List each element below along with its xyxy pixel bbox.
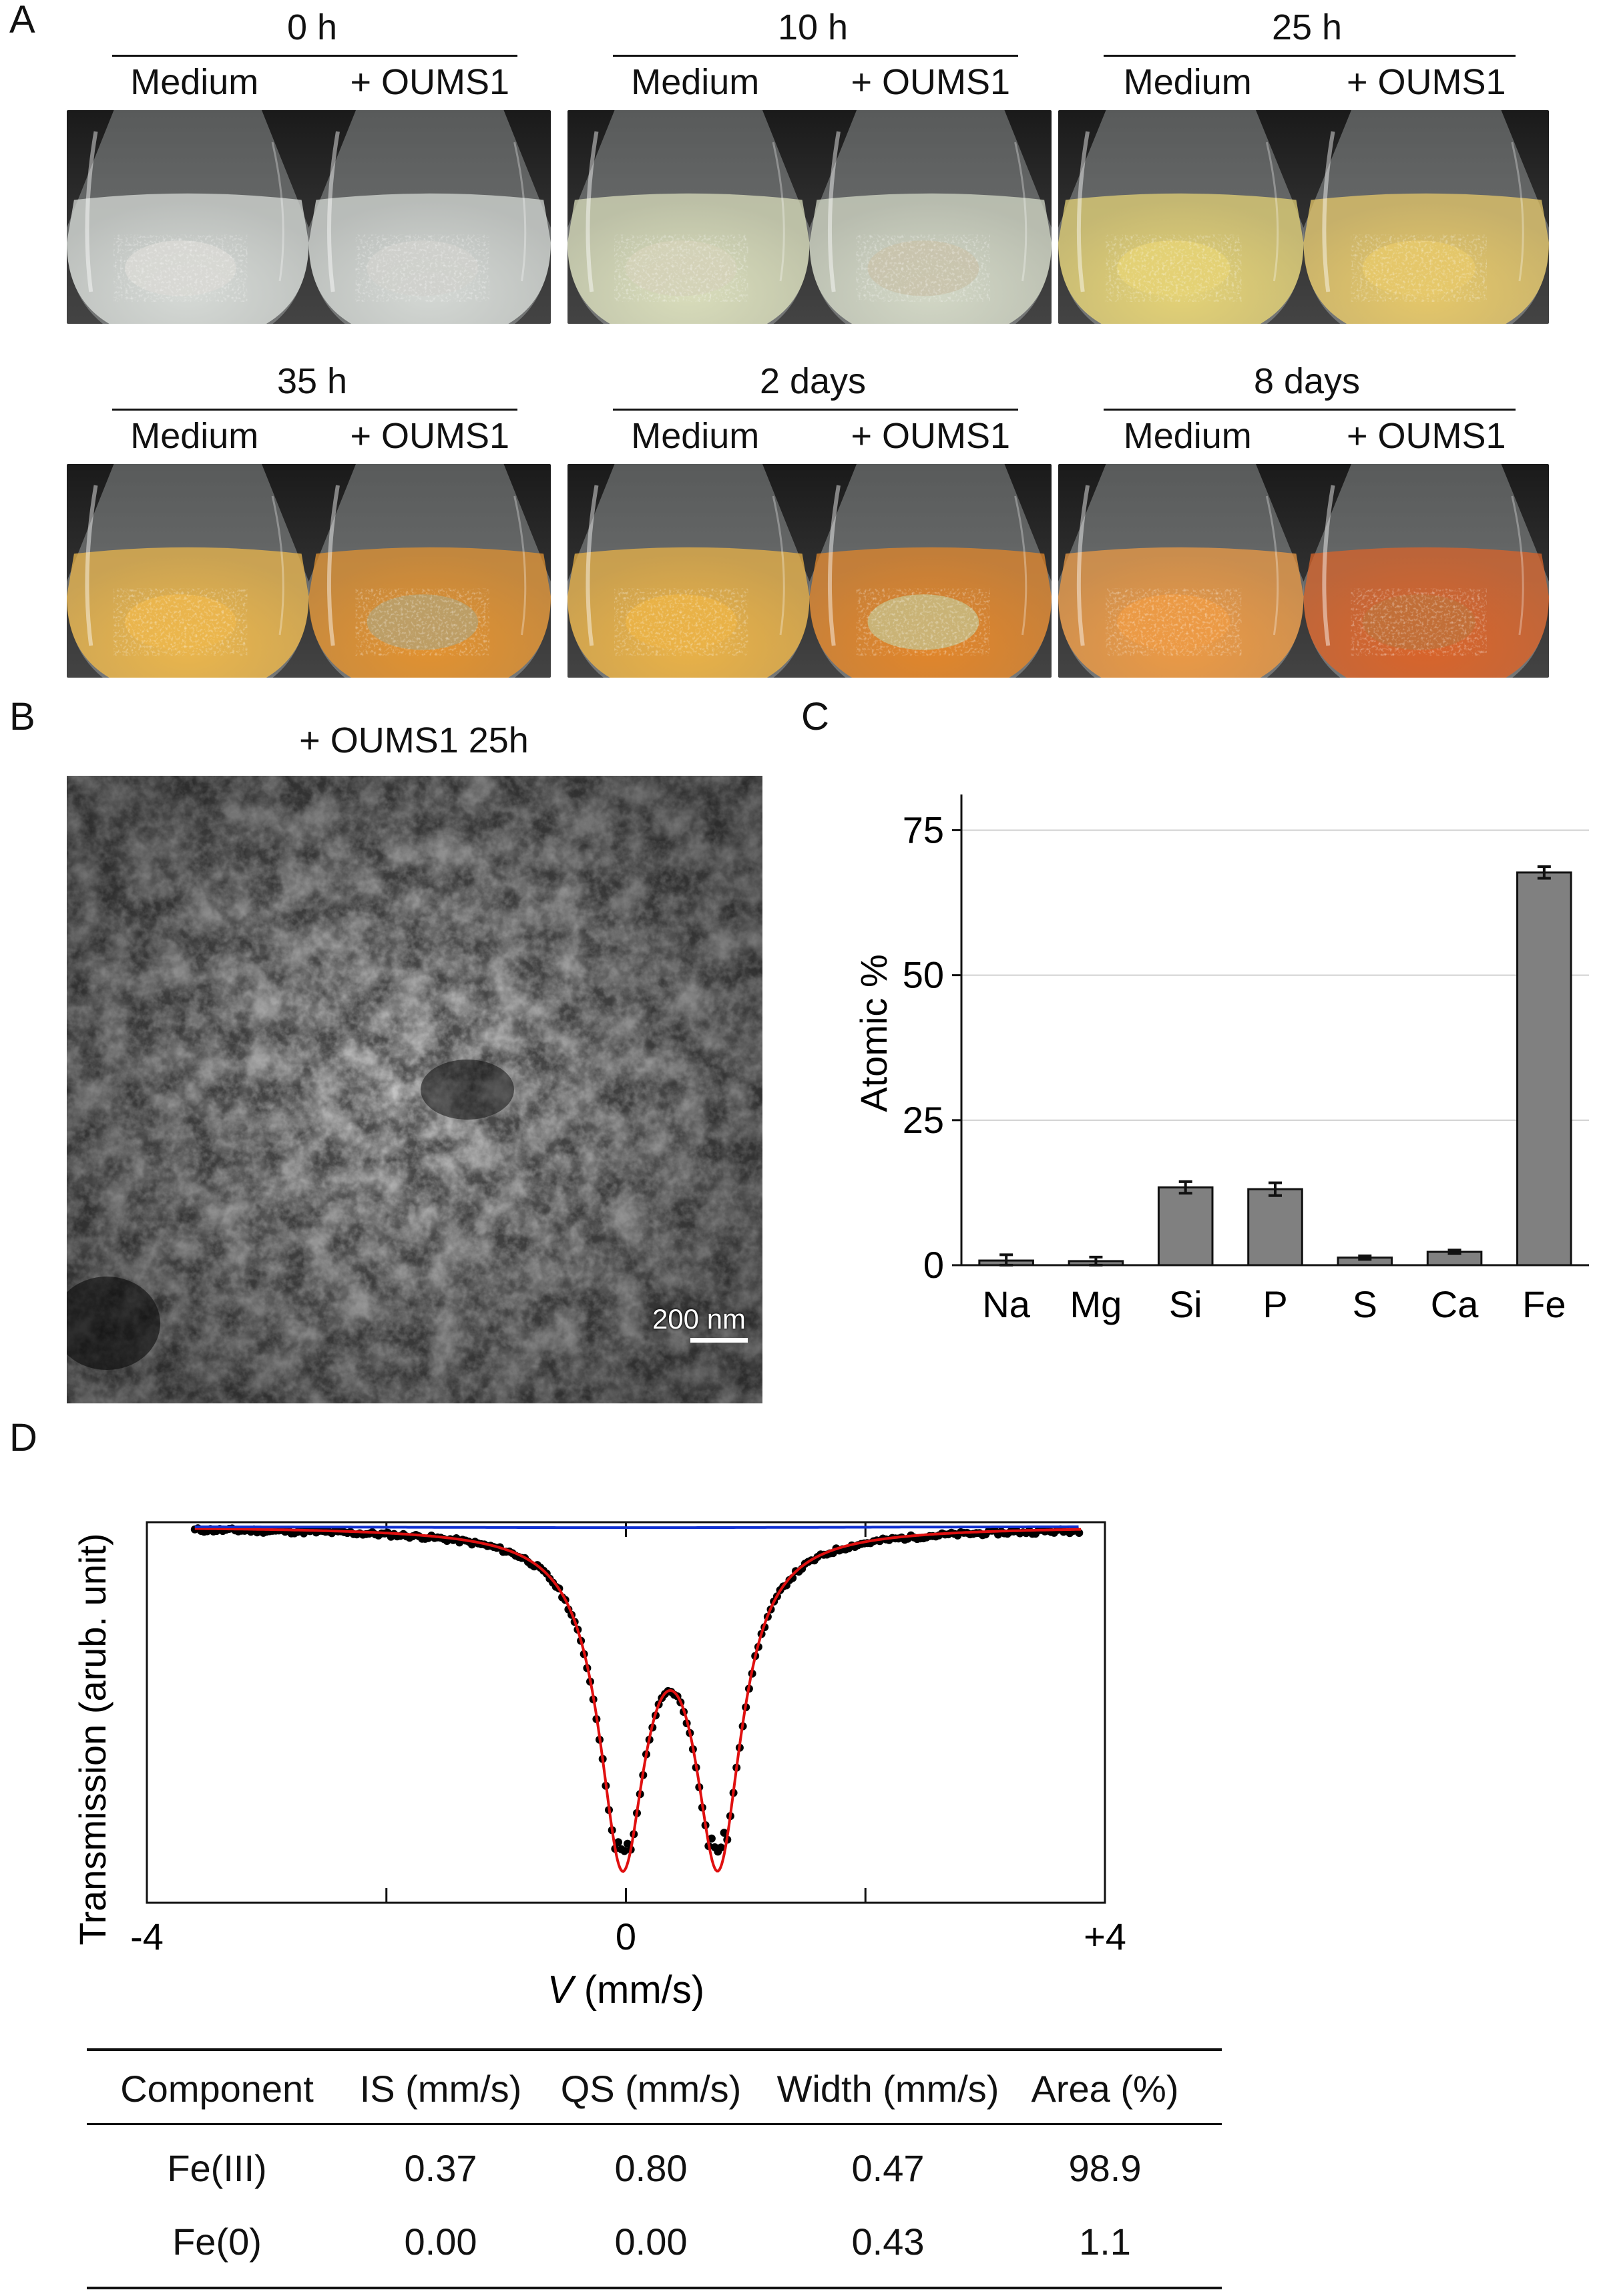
data-point xyxy=(716,1843,725,1852)
condition-oums1-label: + OUMS1 xyxy=(1346,62,1506,102)
scale-bar-label: 200 nm xyxy=(652,1303,746,1335)
y-tick-label: 0 xyxy=(923,1244,944,1286)
table-cell: 0.00 xyxy=(404,2221,477,2263)
condition-medium-label: Medium xyxy=(631,416,760,456)
x-tick-label: S xyxy=(1353,1283,1377,1325)
timepoint-underline xyxy=(613,409,1018,411)
table-header-cell: IS (mm/s) xyxy=(359,2068,522,2110)
condition-oums1-label: + OUMS1 xyxy=(350,62,510,102)
panel-letter-a: A xyxy=(9,0,35,41)
table-cell: 1.1 xyxy=(1079,2221,1131,2263)
timepoint-label: 10 h xyxy=(777,7,849,47)
y-axis-label: Atomic % xyxy=(853,954,895,1112)
sem-texture-image xyxy=(53,776,762,1403)
condition-medium-label: Medium xyxy=(1123,62,1252,102)
condition-medium-label: Medium xyxy=(130,62,259,102)
x-tick-label: Mg xyxy=(1070,1283,1122,1325)
scale-bar-line xyxy=(690,1338,748,1343)
timepoint-underline xyxy=(1104,55,1516,57)
panel-letter-b: B xyxy=(9,695,35,738)
table-cell: 0.43 xyxy=(851,2221,925,2263)
data-point xyxy=(1075,1529,1084,1537)
condition-oums1-label: + OUMS1 xyxy=(1346,416,1506,456)
x-tick-label: Na xyxy=(982,1283,1030,1325)
mossbauer-chart: -4 0 +4 V (mm/s) Transmission (arub. unit) xyxy=(71,1521,1126,2012)
flask-pair-image xyxy=(67,464,551,678)
y-tick-label: 50 xyxy=(903,954,944,996)
bar-fe xyxy=(1516,871,1572,1267)
sem-micrograph: 200 nm xyxy=(53,776,762,1403)
x-tick-label: 0 xyxy=(616,1915,636,1958)
condition-medium-label: Medium xyxy=(1123,416,1252,456)
flask-pair-image xyxy=(1058,464,1549,678)
timepoint-underline xyxy=(112,409,517,411)
flask-photo xyxy=(567,110,1052,324)
data-point xyxy=(707,1834,716,1843)
table-cell: Fe(III) xyxy=(167,2147,267,2189)
data-point xyxy=(614,1838,622,1847)
series-fe-0-fit xyxy=(194,1525,1079,1530)
condition-oums1-label: + OUMS1 xyxy=(350,416,510,456)
panel-letter-d: D xyxy=(9,1416,37,1459)
y-tick-label: 75 xyxy=(903,809,944,851)
flask-pair-image xyxy=(1058,110,1549,324)
flask-pair-image xyxy=(567,464,1052,678)
y-tick-label: 25 xyxy=(903,1099,944,1141)
table-header-cell: Width (mm/s) xyxy=(776,2068,999,2110)
table-cell: 0.00 xyxy=(614,2221,688,2263)
table-cell: 98.9 xyxy=(1068,2147,1142,2189)
flask-photo xyxy=(1058,110,1549,324)
flask-pair-image xyxy=(67,110,551,324)
x-tick-label: Ca xyxy=(1431,1283,1479,1325)
atomic-percent-chart: 0 25 50 75 Na Mg Si P S Ca Fe Atomic % xyxy=(853,794,1589,1325)
flask-photo xyxy=(1058,464,1549,678)
y-axis-label: Transmission (arub. unit) xyxy=(71,1533,113,1945)
data-point xyxy=(624,1839,632,1848)
table-cell: Fe(0) xyxy=(172,2221,262,2263)
x-axis-label: V (mm/s) xyxy=(547,1968,704,2012)
timepoint-label: 25 h xyxy=(1271,7,1343,47)
bar-p xyxy=(1247,1188,1303,1267)
panel-d-mossbauer-spectrum: -4 0 +4 V (mm/s) Transmission (arub. unit) xyxy=(53,1442,1188,2030)
table-cell: 0.37 xyxy=(404,2147,477,2189)
table-rule xyxy=(87,2123,1222,2125)
x-tick-label: Si xyxy=(1169,1283,1202,1325)
bar-si xyxy=(1157,1186,1214,1267)
panel-c-bar-chart: 0 25 50 75 Na Mg Si P S Ca Fe Atomic % xyxy=(801,734,1596,1355)
flask-pair-image xyxy=(567,110,1052,324)
sem-title: + OUMS1 25h xyxy=(299,720,529,760)
table-rule xyxy=(87,2287,1222,2289)
table-cell: 0.47 xyxy=(851,2147,925,2189)
timepoint-label: 2 days xyxy=(759,361,867,401)
timepoint-label: 8 days xyxy=(1253,361,1361,401)
data-point xyxy=(620,1847,629,1855)
condition-oums1-label: + OUMS1 xyxy=(851,416,1011,456)
timepoint-label: 0 h xyxy=(286,7,338,47)
table-rule xyxy=(87,2048,1222,2051)
table-header-cell: QS (mm/s) xyxy=(560,2068,742,2110)
table-header-cell: Area (%) xyxy=(1031,2068,1179,2110)
x-tick-label: Fe xyxy=(1522,1283,1566,1325)
flask-photo xyxy=(567,464,1052,678)
series-fe-iii-fit xyxy=(194,1527,1082,1873)
timepoint-underline xyxy=(112,55,517,57)
flask-photo xyxy=(67,110,551,324)
x-tick-label: -4 xyxy=(130,1915,164,1958)
timepoint-underline xyxy=(1104,409,1516,411)
table-cell: 0.80 xyxy=(614,2147,688,2189)
condition-oums1-label: + OUMS1 xyxy=(851,62,1011,102)
timepoint-label: 35 h xyxy=(276,361,348,401)
condition-medium-label: Medium xyxy=(631,62,760,102)
condition-medium-label: Medium xyxy=(130,416,259,456)
x-tick-label: P xyxy=(1263,1283,1287,1325)
data-point xyxy=(720,1829,728,1837)
timepoint-underline xyxy=(613,55,1018,57)
flask-photo xyxy=(67,464,551,678)
table-header-cell: Component xyxy=(120,2068,314,2110)
panel-letter-c: C xyxy=(801,695,829,738)
x-tick-label: +4 xyxy=(1084,1915,1126,1958)
